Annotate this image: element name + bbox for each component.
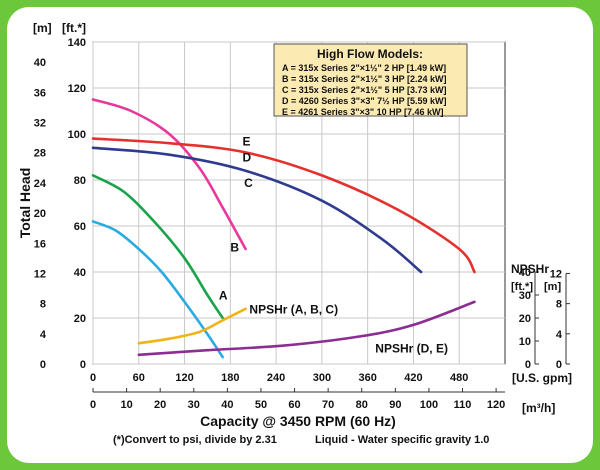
x2-tick-label: 60 (288, 399, 300, 411)
x2-tick-label: 90 (389, 399, 401, 411)
legend-item-c: C = 315x Series 2"×1½" 5 HP [3.73 kW] (282, 85, 446, 95)
x2-tick-label: 100 (420, 399, 438, 411)
y2-unit-label: [m] (33, 21, 52, 35)
series-label: E (243, 135, 251, 149)
footnote-2: Liquid - Water specific gravity 1.0 (315, 434, 489, 446)
x-tick-label: 420 (404, 372, 422, 384)
y-axis-ticks: 0 20 40 60 80 100 120 140 0 4 8 12 16 20 24 28 32 36 40 (34, 37, 86, 371)
x-tick-label: 60 (133, 372, 145, 384)
legend-title: High Flow Models: (317, 47, 423, 61)
x2-unit-label: [m³/h] (522, 401, 555, 415)
x-tick-label: 360 (358, 372, 376, 384)
y2-tick-label: 12 (34, 268, 46, 280)
y-tick-label: 120 (68, 83, 86, 95)
series-lines (91, 98, 476, 359)
y2-tick-label: 32 (34, 118, 46, 130)
y2-tick-label: 28 (34, 148, 46, 160)
npsh-ft-unit: [ft.*] (511, 281, 533, 293)
x-tick-label: 0 (90, 372, 96, 384)
series-label: A (219, 289, 228, 303)
series-line-b (91, 174, 225, 320)
series-label: B (230, 240, 239, 254)
x2-tick-label: 80 (356, 399, 368, 411)
x2-tick-label: 10 (120, 399, 132, 411)
npsh-ft-tick-label: 40 (519, 267, 531, 279)
npsh-axis-title: NPSHr (511, 262, 549, 276)
series-label: D (243, 151, 252, 165)
x-tick-label: 480 (450, 372, 468, 384)
x-tick-label: 240 (267, 372, 285, 384)
x-axis-title: Capacity @ 3450 RPM (60 Hz) (200, 413, 396, 429)
x-tick-label: 300 (313, 372, 331, 384)
legend-box (273, 43, 468, 117)
y2-tick-label: 36 (34, 87, 46, 99)
legend-item-a: A = 315x Series 2"×1½" 2 HP [1.49 kW] (282, 63, 446, 73)
y-tick-label: 60 (74, 221, 86, 233)
series-label: NPSHr (D, E) (375, 342, 448, 356)
series-line-e (91, 137, 476, 274)
y-tick-label: 20 (74, 313, 86, 325)
series-line-d (91, 146, 423, 274)
footnote: (*)Convert to psi, divide by 2.31 (113, 434, 277, 446)
npsh-m-tick-label: 0 (556, 359, 562, 371)
legend: High Flow Models: A = 315x Series 2"×1½"… (273, 43, 468, 117)
y2-tick-label: 20 (34, 208, 46, 220)
x2-axis-ticks: 0 10 20 30 40 50 60 70 80 90 100 110 120 (90, 388, 505, 411)
legend-item-b: B = 315x Series 2"×1½" 3 HP [2.24 kW] (282, 74, 446, 84)
npsh-ft-tick-label: 10 (519, 336, 531, 348)
x2-tick-label: 110 (454, 399, 472, 411)
y-tick-label: 40 (74, 267, 86, 279)
x-axis-ticks: 0 60 120 180 240 300 360 420 480 (90, 372, 468, 384)
y2-tick-label: 16 (34, 238, 46, 250)
x2-tick-label: 120 (487, 399, 505, 411)
series-label: NPSHr (A, B, C) (249, 302, 338, 316)
legend-item-d: D = 4260 Series 3"×3" 7½ HP [5.59 kW] (282, 96, 446, 106)
npsh-m-tick-label: 8 (556, 299, 562, 311)
x-tick-label: 120 (175, 372, 193, 384)
y2-tick-label: 8 (40, 299, 46, 311)
x2-tick-label: 40 (221, 399, 233, 411)
npsh-axis: 0 10 20 30 40 0 4 8 12 (519, 267, 570, 371)
y2-tick-label: 40 (34, 57, 46, 69)
y2-tick-label: 0 (40, 359, 46, 371)
npsh-m-tick-label: 12 (550, 268, 562, 280)
y-tick-label: 80 (74, 175, 86, 187)
npsh-ft-tick-label: 0 (525, 359, 531, 371)
y2-tick-label: 24 (34, 178, 47, 190)
x-tick-label: 180 (221, 372, 239, 384)
series-line-a (91, 220, 225, 359)
series-label: C (244, 176, 253, 190)
y-tick-label: 0 (80, 359, 86, 371)
legend-item-e: E = 4261 Series 3"×3" 10 HP [7.46 kW] (282, 107, 443, 117)
x2-tick-label: 20 (154, 399, 166, 411)
y-tick-label: 140 (68, 37, 86, 49)
series-labels: A B CDE NPSHr (A, B, C) NPSHr (D, E) (219, 135, 448, 356)
x2-tick-label: 0 (90, 399, 96, 411)
y-tick-label: 100 (68, 129, 86, 141)
npsh-ft-tick-label: 20 (519, 313, 531, 325)
series-line-npshr-a-b-c- (137, 307, 247, 345)
npsh-m-unit: [m] (544, 281, 561, 293)
x2-tick-label: 30 (188, 399, 200, 411)
x-unit-label: [U.S. gpm] (512, 371, 572, 385)
series-line-c (91, 98, 247, 251)
y2-tick-label: 4 (40, 329, 47, 341)
x2-tick-label: 50 (255, 399, 267, 411)
y-unit-label: [ft.*] (62, 21, 86, 35)
npsh-m-tick-label: 4 (556, 329, 563, 341)
series-line-npshr-d-e- (137, 300, 476, 357)
npsh-ft-tick-label: 30 (519, 290, 531, 302)
x2-tick-label: 70 (322, 399, 334, 411)
y-axis-title: Total Head (17, 168, 33, 239)
